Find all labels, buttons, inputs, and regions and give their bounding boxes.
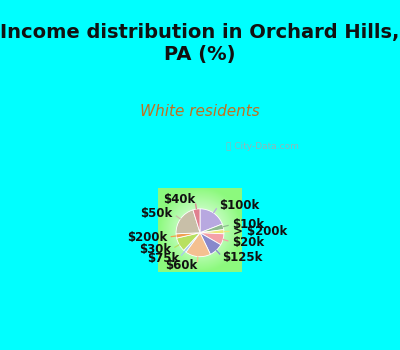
Text: Income distribution in Orchard Hills,
PA (%): Income distribution in Orchard Hills, PA… (0, 23, 400, 64)
Text: $200k: $200k (127, 231, 167, 244)
Wedge shape (177, 233, 200, 250)
Text: White residents: White residents (140, 104, 260, 119)
Text: $100k: $100k (219, 199, 259, 212)
Wedge shape (200, 224, 224, 233)
Wedge shape (176, 210, 200, 234)
Wedge shape (200, 233, 224, 245)
Text: $10k: $10k (232, 218, 264, 231)
Text: $40k: $40k (163, 194, 195, 206)
Text: ⓘ City-Data.com: ⓘ City-Data.com (226, 142, 299, 152)
Wedge shape (184, 233, 200, 252)
Text: $60k: $60k (165, 259, 197, 272)
Wedge shape (176, 233, 200, 238)
Text: $30k: $30k (139, 243, 171, 256)
Text: $50k: $50k (141, 207, 173, 220)
Text: > $200k: > $200k (233, 225, 287, 238)
Text: $75k: $75k (147, 252, 179, 265)
Wedge shape (186, 233, 210, 257)
Text: $125k: $125k (222, 251, 263, 264)
Text: $20k: $20k (232, 236, 264, 248)
Wedge shape (193, 209, 200, 233)
Wedge shape (200, 233, 221, 254)
Wedge shape (200, 209, 222, 233)
Wedge shape (200, 230, 224, 234)
